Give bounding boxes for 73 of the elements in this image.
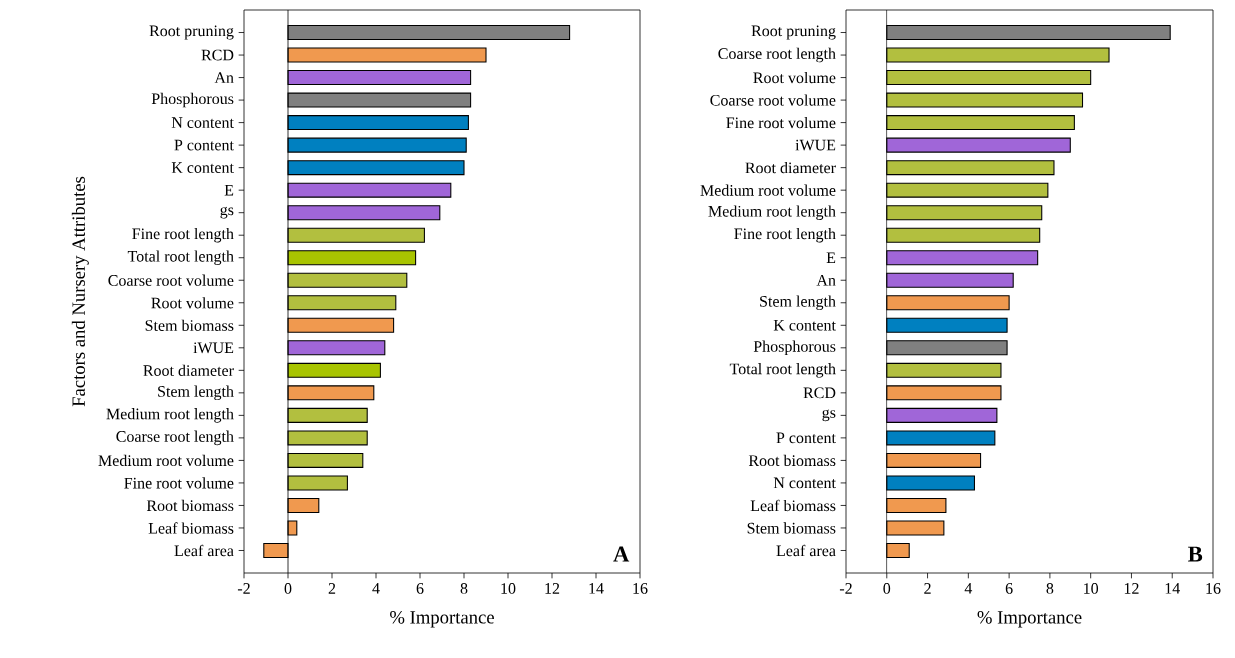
y-tick-label: Fine root volume: [124, 477, 234, 489]
x-tick-label: 2: [328, 583, 336, 594]
x-tick-label: 14: [1165, 583, 1180, 594]
x-tick-label: 10: [1084, 583, 1099, 594]
y-tick-label: RCD: [803, 387, 836, 399]
y-tick-label: Fine root volume: [726, 116, 836, 129]
y-tick-label: iWUE: [795, 139, 836, 151]
y-tick-label: Coarse root volume: [710, 94, 836, 106]
x-tick-label: 4: [372, 583, 380, 594]
y-tick-label: P content: [174, 139, 234, 151]
y-tick-label: iWUE: [193, 342, 234, 354]
y-tick-label: An: [816, 274, 836, 286]
x-tick-label: 8: [1046, 583, 1054, 594]
x-axis-title: % Importance: [977, 611, 1082, 628]
y-tick-label: N content: [773, 477, 836, 489]
y-tick-label: Medium root length: [106, 408, 234, 423]
y-tick-label: gs: [822, 409, 836, 422]
y-tick-label: Leaf biomass: [750, 499, 836, 512]
y-tick-label: Coarse root length: [718, 47, 836, 63]
y-tick-label: Medium root length: [708, 205, 836, 220]
y-tick-label: Medium root volume: [98, 454, 234, 467]
y-tick-label: Coarse root length: [116, 430, 234, 446]
y-tick-label: K content: [171, 162, 234, 173]
y-tick-label: RCD: [201, 49, 234, 61]
y-tick-label: Phosphorous: [753, 340, 836, 356]
x-tick-label: 8: [460, 583, 468, 594]
x-tick-label: 6: [1005, 583, 1013, 594]
x-tick-label: 16: [633, 583, 648, 594]
y-tick-label: Phosphorous: [151, 92, 234, 108]
y-tick-label: Total root length: [729, 363, 836, 378]
y-tick-label: gs: [220, 206, 234, 219]
x-tick-label: 2: [924, 583, 931, 594]
y-tick-label: Root volume: [753, 71, 836, 84]
x-tick-label: 16: [1206, 583, 1221, 594]
x-tick-label: 14: [589, 583, 604, 594]
y-tick-label: Stem biomass: [145, 319, 234, 331]
y-tick-label: Stem length: [158, 385, 234, 401]
y-tick-label: Medium root volume: [700, 184, 836, 196]
x-tick-label: 0: [284, 583, 292, 594]
y-tick-label: E: [826, 252, 836, 263]
y-tick-label: Root biomass: [146, 499, 234, 512]
y-tick-label: An: [214, 72, 234, 83]
x-tick-label: 10: [501, 583, 516, 594]
x-tick-label: 6: [416, 583, 424, 594]
x-tick-label: 12: [1124, 583, 1139, 594]
x-tick-label: 4: [964, 583, 973, 594]
y-tick-label: P content: [776, 432, 836, 444]
y-tick-label: Root pruning: [751, 25, 836, 40]
y-tick-label: Stem biomass: [747, 522, 836, 534]
annotation: B: [1188, 546, 1203, 562]
y-tick-label: Total root length: [127, 250, 234, 265]
y-tick-label: Fine root length: [132, 227, 234, 243]
y-tick-label: N content: [171, 117, 234, 128]
y-tick-label: K content: [773, 319, 836, 331]
y-tick-label: Leaf area: [776, 544, 836, 557]
x-tick-label: -2: [839, 583, 852, 594]
x-tick-label: 0: [883, 583, 891, 594]
y-tick-label: Leaf biomass: [148, 522, 234, 534]
x-tick-label: 12: [545, 583, 560, 594]
y-tick-label: Stem length: [760, 295, 836, 311]
y-tick-label: Root biomass: [748, 454, 836, 467]
annotation: A: [613, 546, 630, 562]
y-tick-label: Coarse root volume: [108, 274, 234, 286]
x-tick-label: -2: [237, 583, 250, 594]
y-tick-label: Root diameter: [143, 364, 234, 376]
y-tick-label: E: [224, 184, 234, 196]
y-tick-label: Root diameter: [745, 162, 836, 174]
x-axis-title: % Importance: [390, 611, 494, 628]
y-tick-label: Fine root length: [734, 227, 836, 243]
y-tick-label: Root volume: [151, 297, 234, 309]
y-axis-title: Factors and Nursery Attributes: [71, 176, 89, 407]
y-tick-label: Leaf area: [174, 544, 234, 557]
y-tick-label: Root pruning: [149, 25, 234, 40]
